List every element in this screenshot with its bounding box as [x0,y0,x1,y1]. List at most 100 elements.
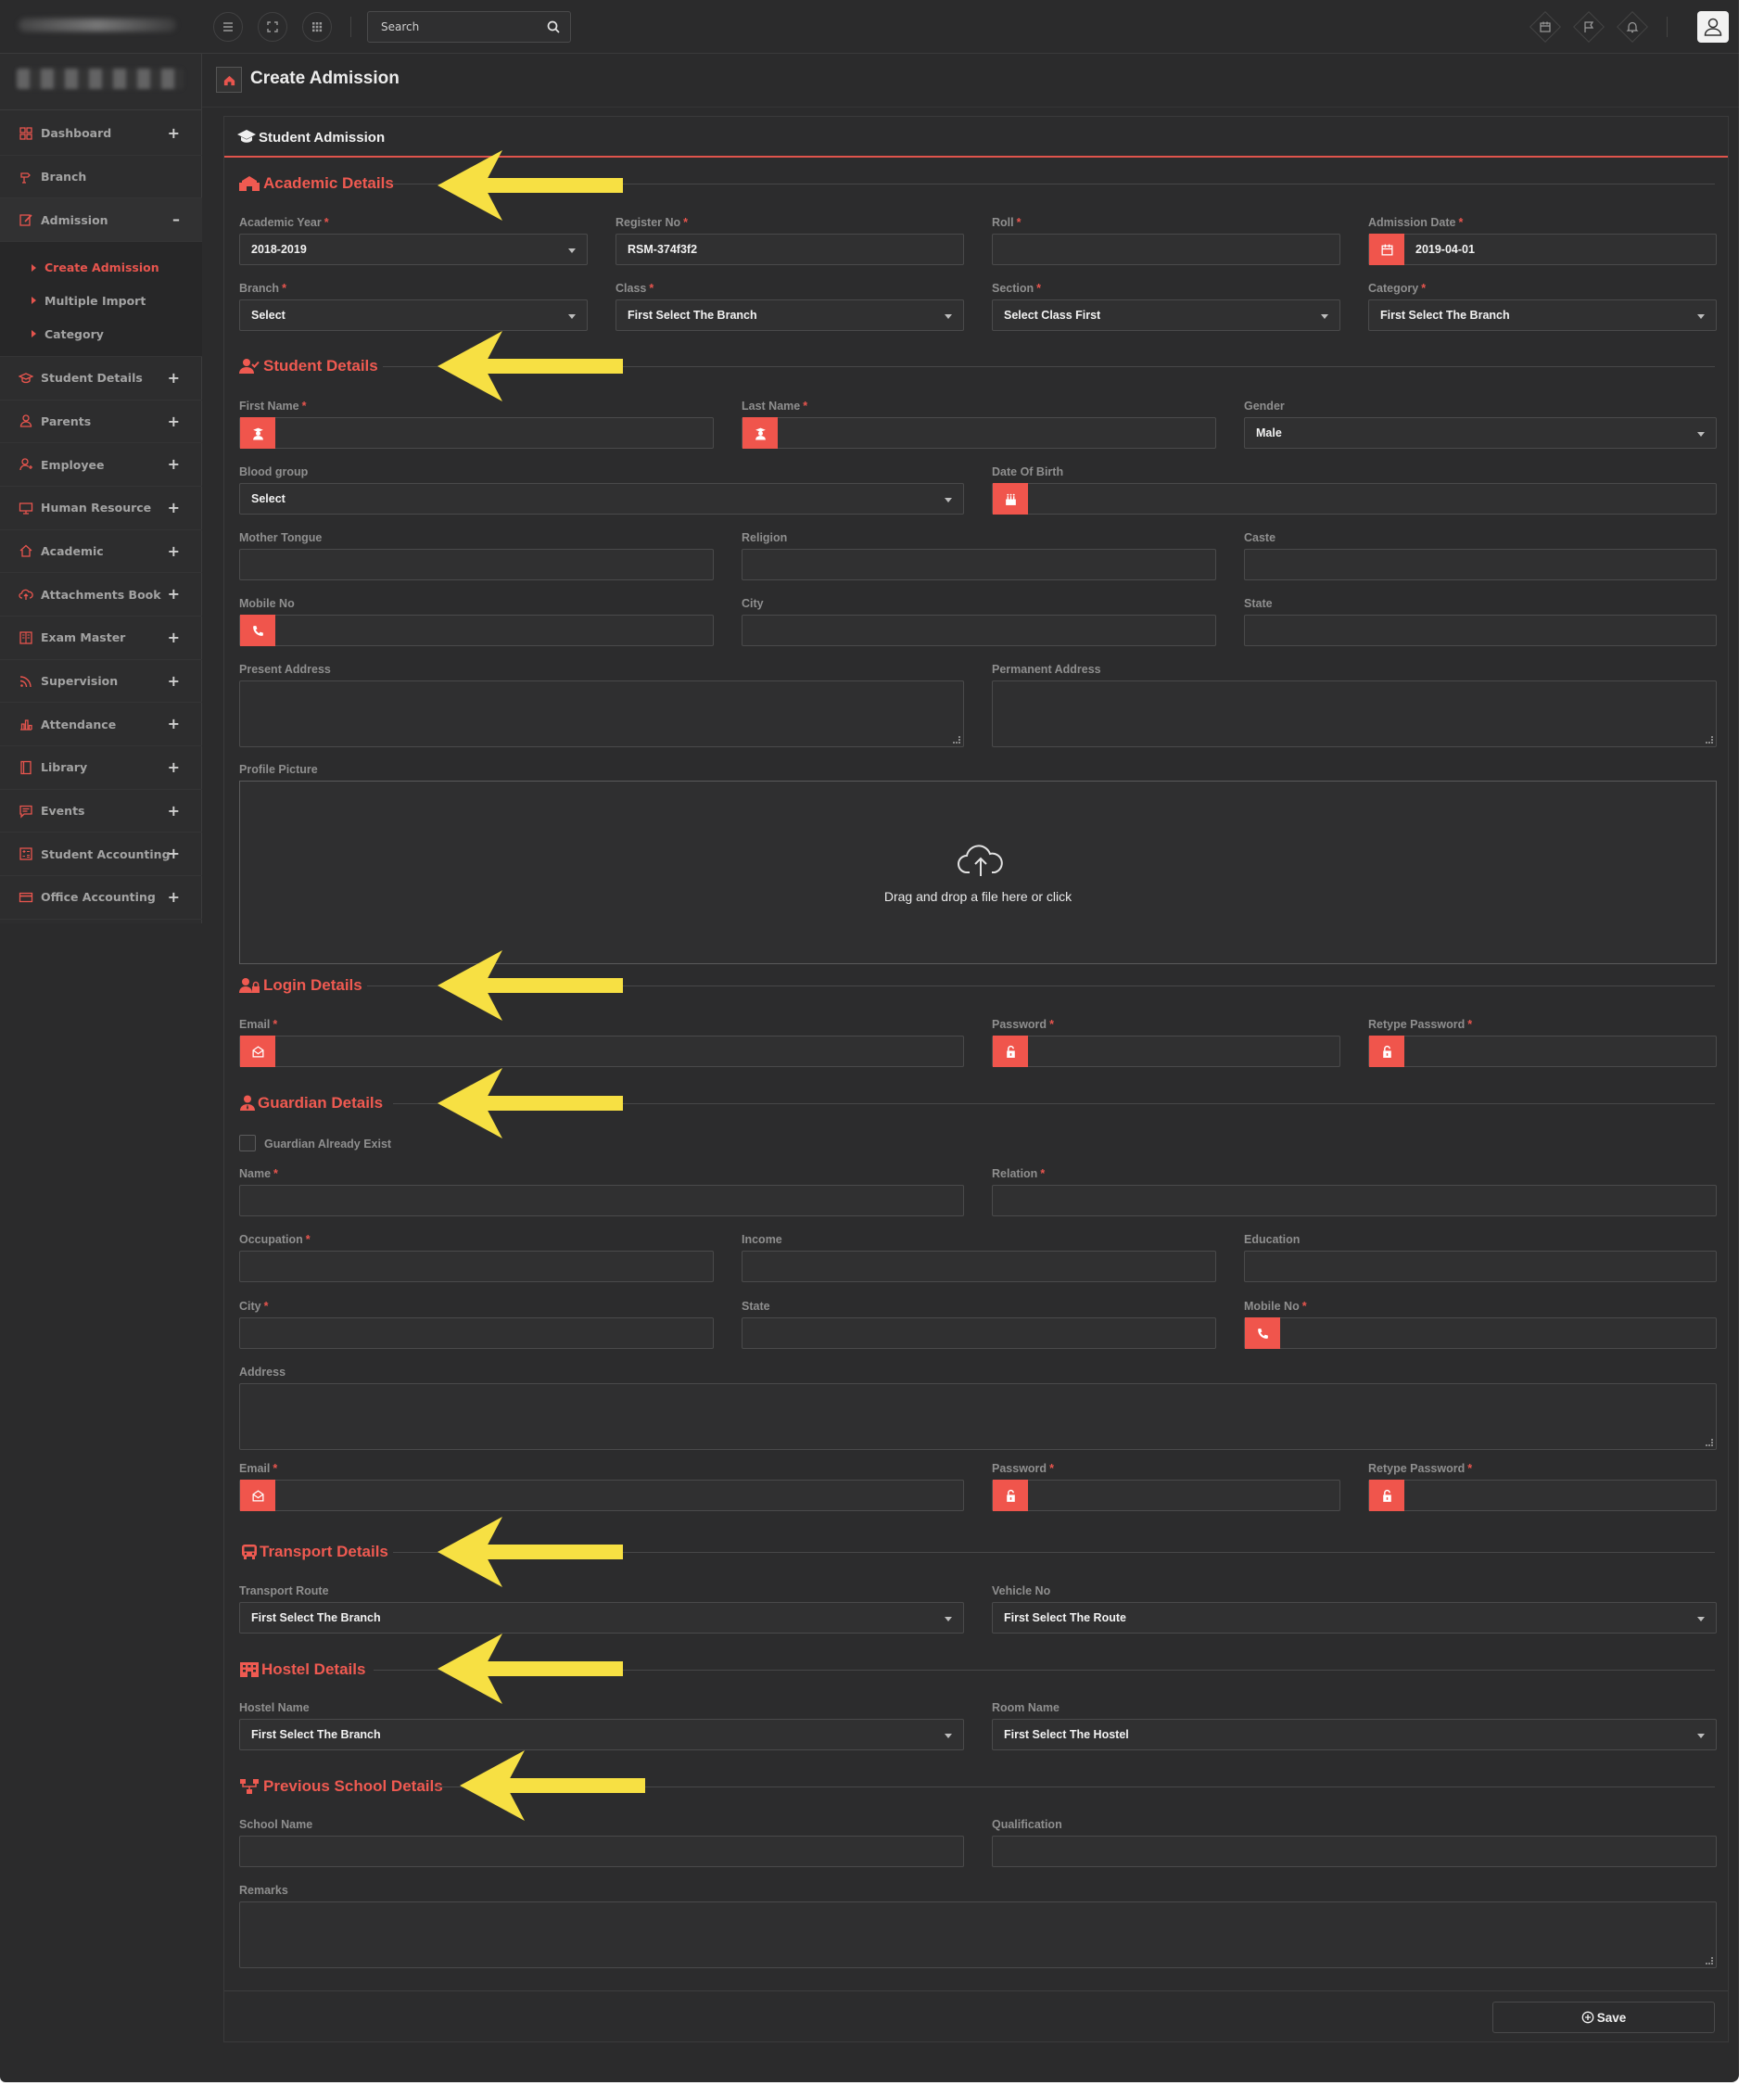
mother-tongue-input[interactable] [239,549,714,580]
sidebar-item-employee[interactable]: Employee + [0,443,202,487]
guardian-email-input[interactable] [239,1480,964,1511]
blood-group-select[interactable]: Select [239,483,964,515]
submenu-item-category[interactable]: Category [0,317,202,350]
search-input[interactable] [368,12,535,42]
sidebar-item-branch[interactable]: Branch [0,156,202,199]
religion-input[interactable] [742,549,1216,580]
city-input[interactable] [742,615,1216,646]
submenu-item-multiple-import[interactable]: Multiple Import [0,285,202,318]
login-email-input[interactable] [239,1036,964,1067]
sidebar-item-student-details[interactable]: Student Details + [0,357,202,401]
user-avatar-icon[interactable] [1697,11,1729,43]
expand-icon[interactable]: + [167,628,180,646]
expand-icon[interactable]: + [167,455,180,474]
sidebar-item-admission[interactable]: Admission – [0,198,202,243]
sidebar-item-exam-master[interactable]: Exam Master + [0,617,202,660]
checkbox-label[interactable]: Guardian Already Exist [264,1138,392,1151]
resize-handle-icon[interactable] [1706,1439,1713,1446]
qualification-input[interactable] [992,1836,1717,1867]
login-password-input[interactable] [992,1036,1340,1067]
expand-icon[interactable]: + [167,671,180,690]
guardian-occupation-input[interactable] [239,1251,714,1282]
vehicle-no-select[interactable]: First Select The Route [992,1602,1717,1634]
register-no-input[interactable]: RSM-374f3f2 [615,234,964,265]
calendar-icon[interactable] [1531,13,1559,41]
permanent-address-textarea[interactable] [992,680,1717,747]
guardian-exist-checkbox[interactable] [239,1135,256,1151]
search-box[interactable] [367,11,571,43]
sidebar-item-student-accounting[interactable]: Student Accounting + [0,833,202,877]
expand-icon[interactable]: + [167,498,180,516]
calculator-icon [19,847,32,860]
class-select[interactable]: First Select The Branch [615,299,964,331]
guardian-retype-password-input[interactable] [1368,1480,1717,1511]
sidebar-item-attendance[interactable]: Attendance + [0,703,202,747]
guardian-mobile-input[interactable] [1244,1317,1717,1349]
hostel-name-select[interactable]: First Select The Branch [239,1719,964,1750]
guardian-name-input[interactable] [239,1185,964,1216]
search-icon[interactable] [546,19,561,34]
section-select[interactable]: Select Class First [992,299,1340,331]
flag-icon[interactable] [1575,13,1603,41]
sidebar-item-human-resource[interactable]: Human Resource + [0,487,202,530]
expand-icon[interactable]: + [167,585,180,604]
sidebar-item-library[interactable]: Library + [0,746,202,790]
profile-picture-dropzone[interactable]: Drag and drop a file here or click [239,781,1717,964]
fullscreen-icon[interactable] [258,12,287,42]
guardian-address-textarea[interactable] [239,1383,1717,1450]
calendar-icon[interactable] [1369,234,1404,265]
sidebar-item-academic[interactable]: Academic + [0,530,202,574]
category-select[interactable]: First Select The Branch [1368,299,1717,331]
expand-icon[interactable]: + [167,888,180,907]
expand-icon[interactable]: + [167,758,180,777]
guardian-state-input[interactable] [742,1317,1216,1349]
login-retype-password-input[interactable] [1368,1036,1717,1067]
date-of-birth-input[interactable] [992,483,1717,515]
present-address-textarea[interactable] [239,680,964,747]
monitor-icon [19,502,33,515]
apps-grid-icon[interactable] [302,12,332,42]
transport-route-select[interactable]: First Select The Branch [239,1602,964,1634]
sidebar-item-parents[interactable]: Parents + [0,401,202,444]
expand-icon[interactable]: + [167,801,180,820]
bell-icon[interactable] [1618,13,1646,41]
save-button[interactable]: Save [1492,2002,1715,2033]
expand-icon[interactable]: + [167,541,180,560]
sidebar-item-attachments-book[interactable]: Attachments Book + [0,573,202,617]
state-input[interactable] [1244,615,1717,646]
guardian-relation-input[interactable] [992,1185,1717,1216]
branch-select[interactable]: Select [239,299,588,331]
expand-icon[interactable]: + [167,368,180,387]
menu-icon[interactable] [213,12,243,42]
guardian-password-input[interactable] [992,1480,1340,1511]
sidebar-item-office-accounting[interactable]: Office Accounting + [0,876,202,920]
last-name-input[interactable] [742,417,1216,449]
app-window: Dashboard + Branch Admission – Create Ad… [0,0,1739,2082]
sidebar-item-dashboard[interactable]: Dashboard + [0,112,202,156]
resize-handle-icon[interactable] [953,736,960,744]
expand-icon[interactable]: + [167,715,180,733]
expand-icon[interactable]: + [167,412,180,430]
submenu-item-create-admission[interactable]: Create Admission [0,251,202,285]
first-name-input[interactable] [239,417,714,449]
caste-input[interactable] [1244,549,1717,580]
roll-input[interactable] [992,234,1340,265]
collapse-icon[interactable]: – [172,210,180,229]
resize-handle-icon[interactable] [1706,1957,1713,1964]
admission-date-input[interactable]: 2019-04-01 [1368,234,1717,265]
school-name-input[interactable] [239,1836,964,1867]
home-icon[interactable] [216,67,242,93]
remarks-textarea[interactable] [239,1901,1717,1968]
room-name-select[interactable]: First Select The Hostel [992,1719,1717,1750]
guardian-education-input[interactable] [1244,1251,1717,1282]
sidebar-item-supervision[interactable]: Supervision + [0,660,202,704]
sidebar-item-events[interactable]: Events + [0,790,202,833]
guardian-city-input[interactable] [239,1317,714,1349]
gender-select[interactable]: Male [1244,417,1717,449]
expand-icon[interactable]: + [167,124,180,142]
academic-year-select[interactable]: 2018-2019 [239,234,588,265]
resize-handle-icon[interactable] [1706,736,1713,744]
guardian-income-input[interactable] [742,1251,1216,1282]
expand-icon[interactable]: + [167,845,180,863]
mobile-input[interactable] [239,615,714,646]
